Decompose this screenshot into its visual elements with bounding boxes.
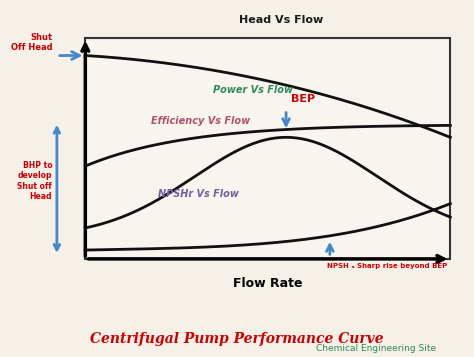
Bar	[85, 38, 450, 259]
Text: BEP: BEP	[291, 94, 315, 104]
Text: Shut
Off Head: Shut Off Head	[10, 33, 52, 52]
Text: NPSH ₐ Sharp rise beyond BEP: NPSH ₐ Sharp rise beyond BEP	[328, 263, 448, 270]
Text: Head Vs Flow: Head Vs Flow	[238, 15, 323, 25]
Text: Chemical Engineering Site: Chemical Engineering Site	[316, 345, 436, 353]
Text: Power Vs Flow: Power Vs Flow	[213, 85, 293, 95]
Text: Flow Rate: Flow Rate	[233, 277, 302, 290]
Text: Centrifugal Pump Performance Curve: Centrifugal Pump Performance Curve	[90, 332, 384, 346]
Text: BHP to
develop
Shut off
Head: BHP to develop Shut off Head	[18, 161, 52, 201]
Text: NPSHr Vs Flow: NPSHr Vs Flow	[158, 189, 239, 199]
Text: Efficiency Vs Flow: Efficiency Vs Flow	[151, 116, 250, 126]
